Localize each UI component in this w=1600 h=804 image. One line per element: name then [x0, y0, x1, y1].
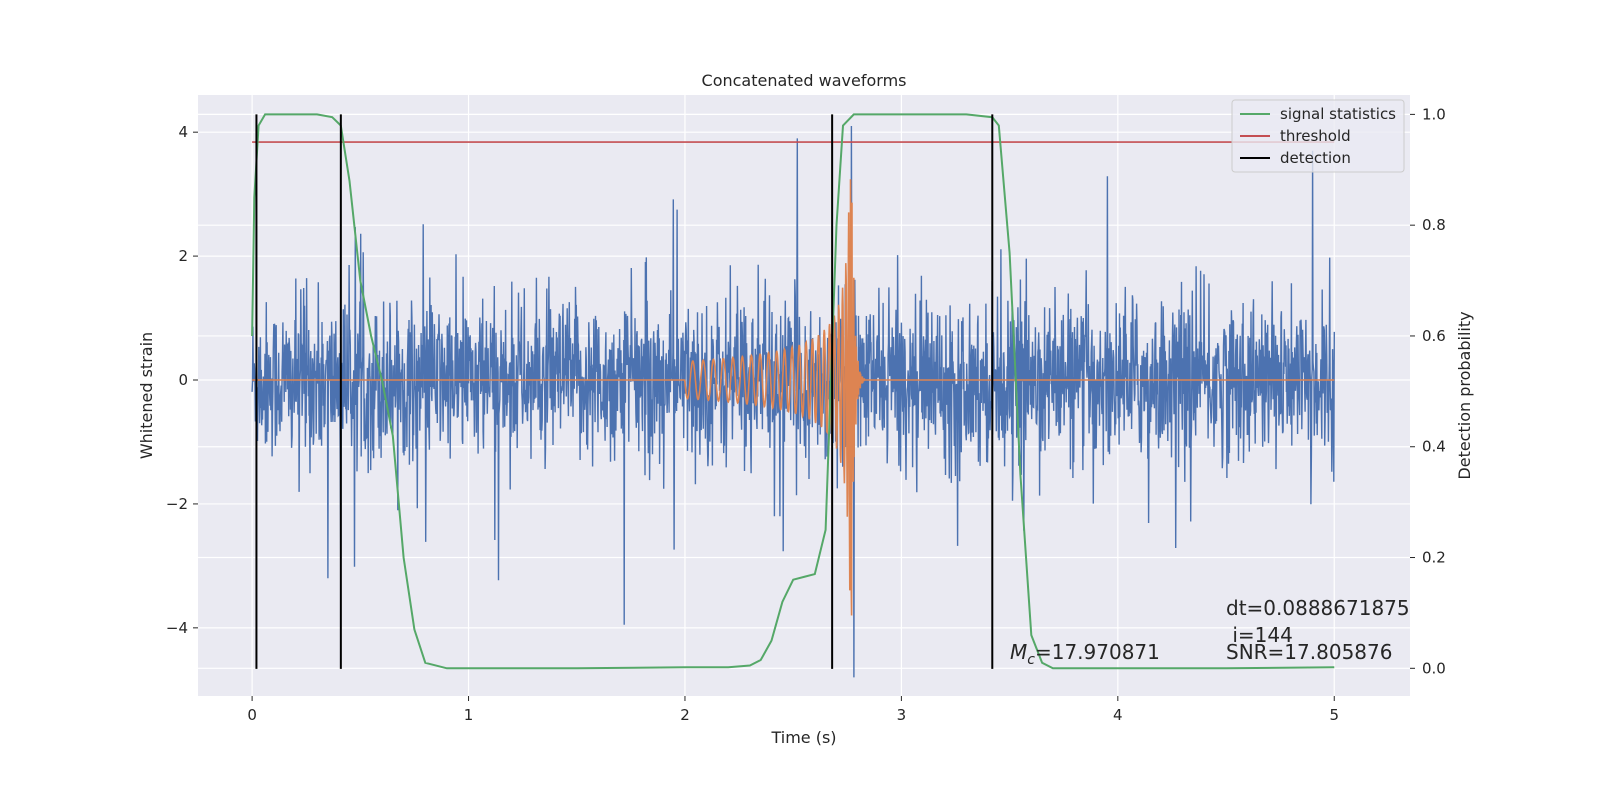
y-tick-label: 2 — [178, 247, 188, 265]
y-axis-label: Whitened strain — [137, 332, 156, 459]
y-tick-label: −2 — [166, 495, 188, 513]
x-tick-label: 3 — [897, 706, 907, 724]
legend-label: signal statistics — [1280, 105, 1396, 123]
template-series-line — [252, 179, 1335, 616]
annotation-index: i=144 — [1226, 623, 1293, 647]
y2-tick-label: 0.8 — [1422, 216, 1446, 234]
annotation-chirp-mass: Mc=17.970871 — [1010, 640, 1160, 668]
x-tick-label: 2 — [680, 706, 690, 724]
legend: signal statistics threshold detection — [1231, 99, 1405, 173]
axes: 0 1 2 3 4 5 −4 −2 0 2 4 0.0 0.2 0.4 0.6 0.8 1.0 — [166, 105, 1446, 724]
annotation-mc-symbol: M — [1010, 640, 1027, 664]
y2-tick-label: 0.6 — [1422, 327, 1446, 345]
signal-statistics-line — [251, 113, 1335, 670]
x-axis-label: Time (s) — [770, 728, 836, 747]
annotation-snr: SNR=17.805876 — [1226, 640, 1392, 664]
x-tick-label: 4 — [1113, 706, 1123, 724]
x-tick-label: 5 — [1329, 706, 1339, 724]
y-tick-label: −4 — [166, 619, 188, 637]
legend-label: detection — [1280, 149, 1351, 167]
y2-tick-label: 1.0 — [1422, 105, 1446, 123]
annotations: dt=0.0888671875 i=144 SNR=17.805876 Mc=1… — [1010, 596, 1410, 668]
x-tick-label: 1 — [464, 706, 474, 724]
x-tick-label: 0 — [247, 706, 257, 724]
y2-tick-label: 0.2 — [1422, 549, 1446, 567]
annotation-mc-value: =17.970871 — [1035, 640, 1160, 664]
y2-tick-label: 0.0 — [1422, 659, 1446, 677]
y-tick-label: 4 — [178, 123, 188, 141]
legend-box — [1231, 99, 1405, 173]
annotation-mc-subscript: c — [1027, 652, 1035, 668]
chart-title: Concatenated waveforms — [702, 71, 907, 90]
y-tick-label: 0 — [178, 371, 188, 389]
annotation-dt: dt=0.0888671875 — [1226, 596, 1410, 620]
y2-axis-label: Detection probability — [1455, 311, 1474, 479]
y2-tick-label: 0.4 — [1422, 438, 1446, 456]
legend-label: threshold — [1280, 127, 1351, 145]
data-series — [251, 113, 1336, 678]
